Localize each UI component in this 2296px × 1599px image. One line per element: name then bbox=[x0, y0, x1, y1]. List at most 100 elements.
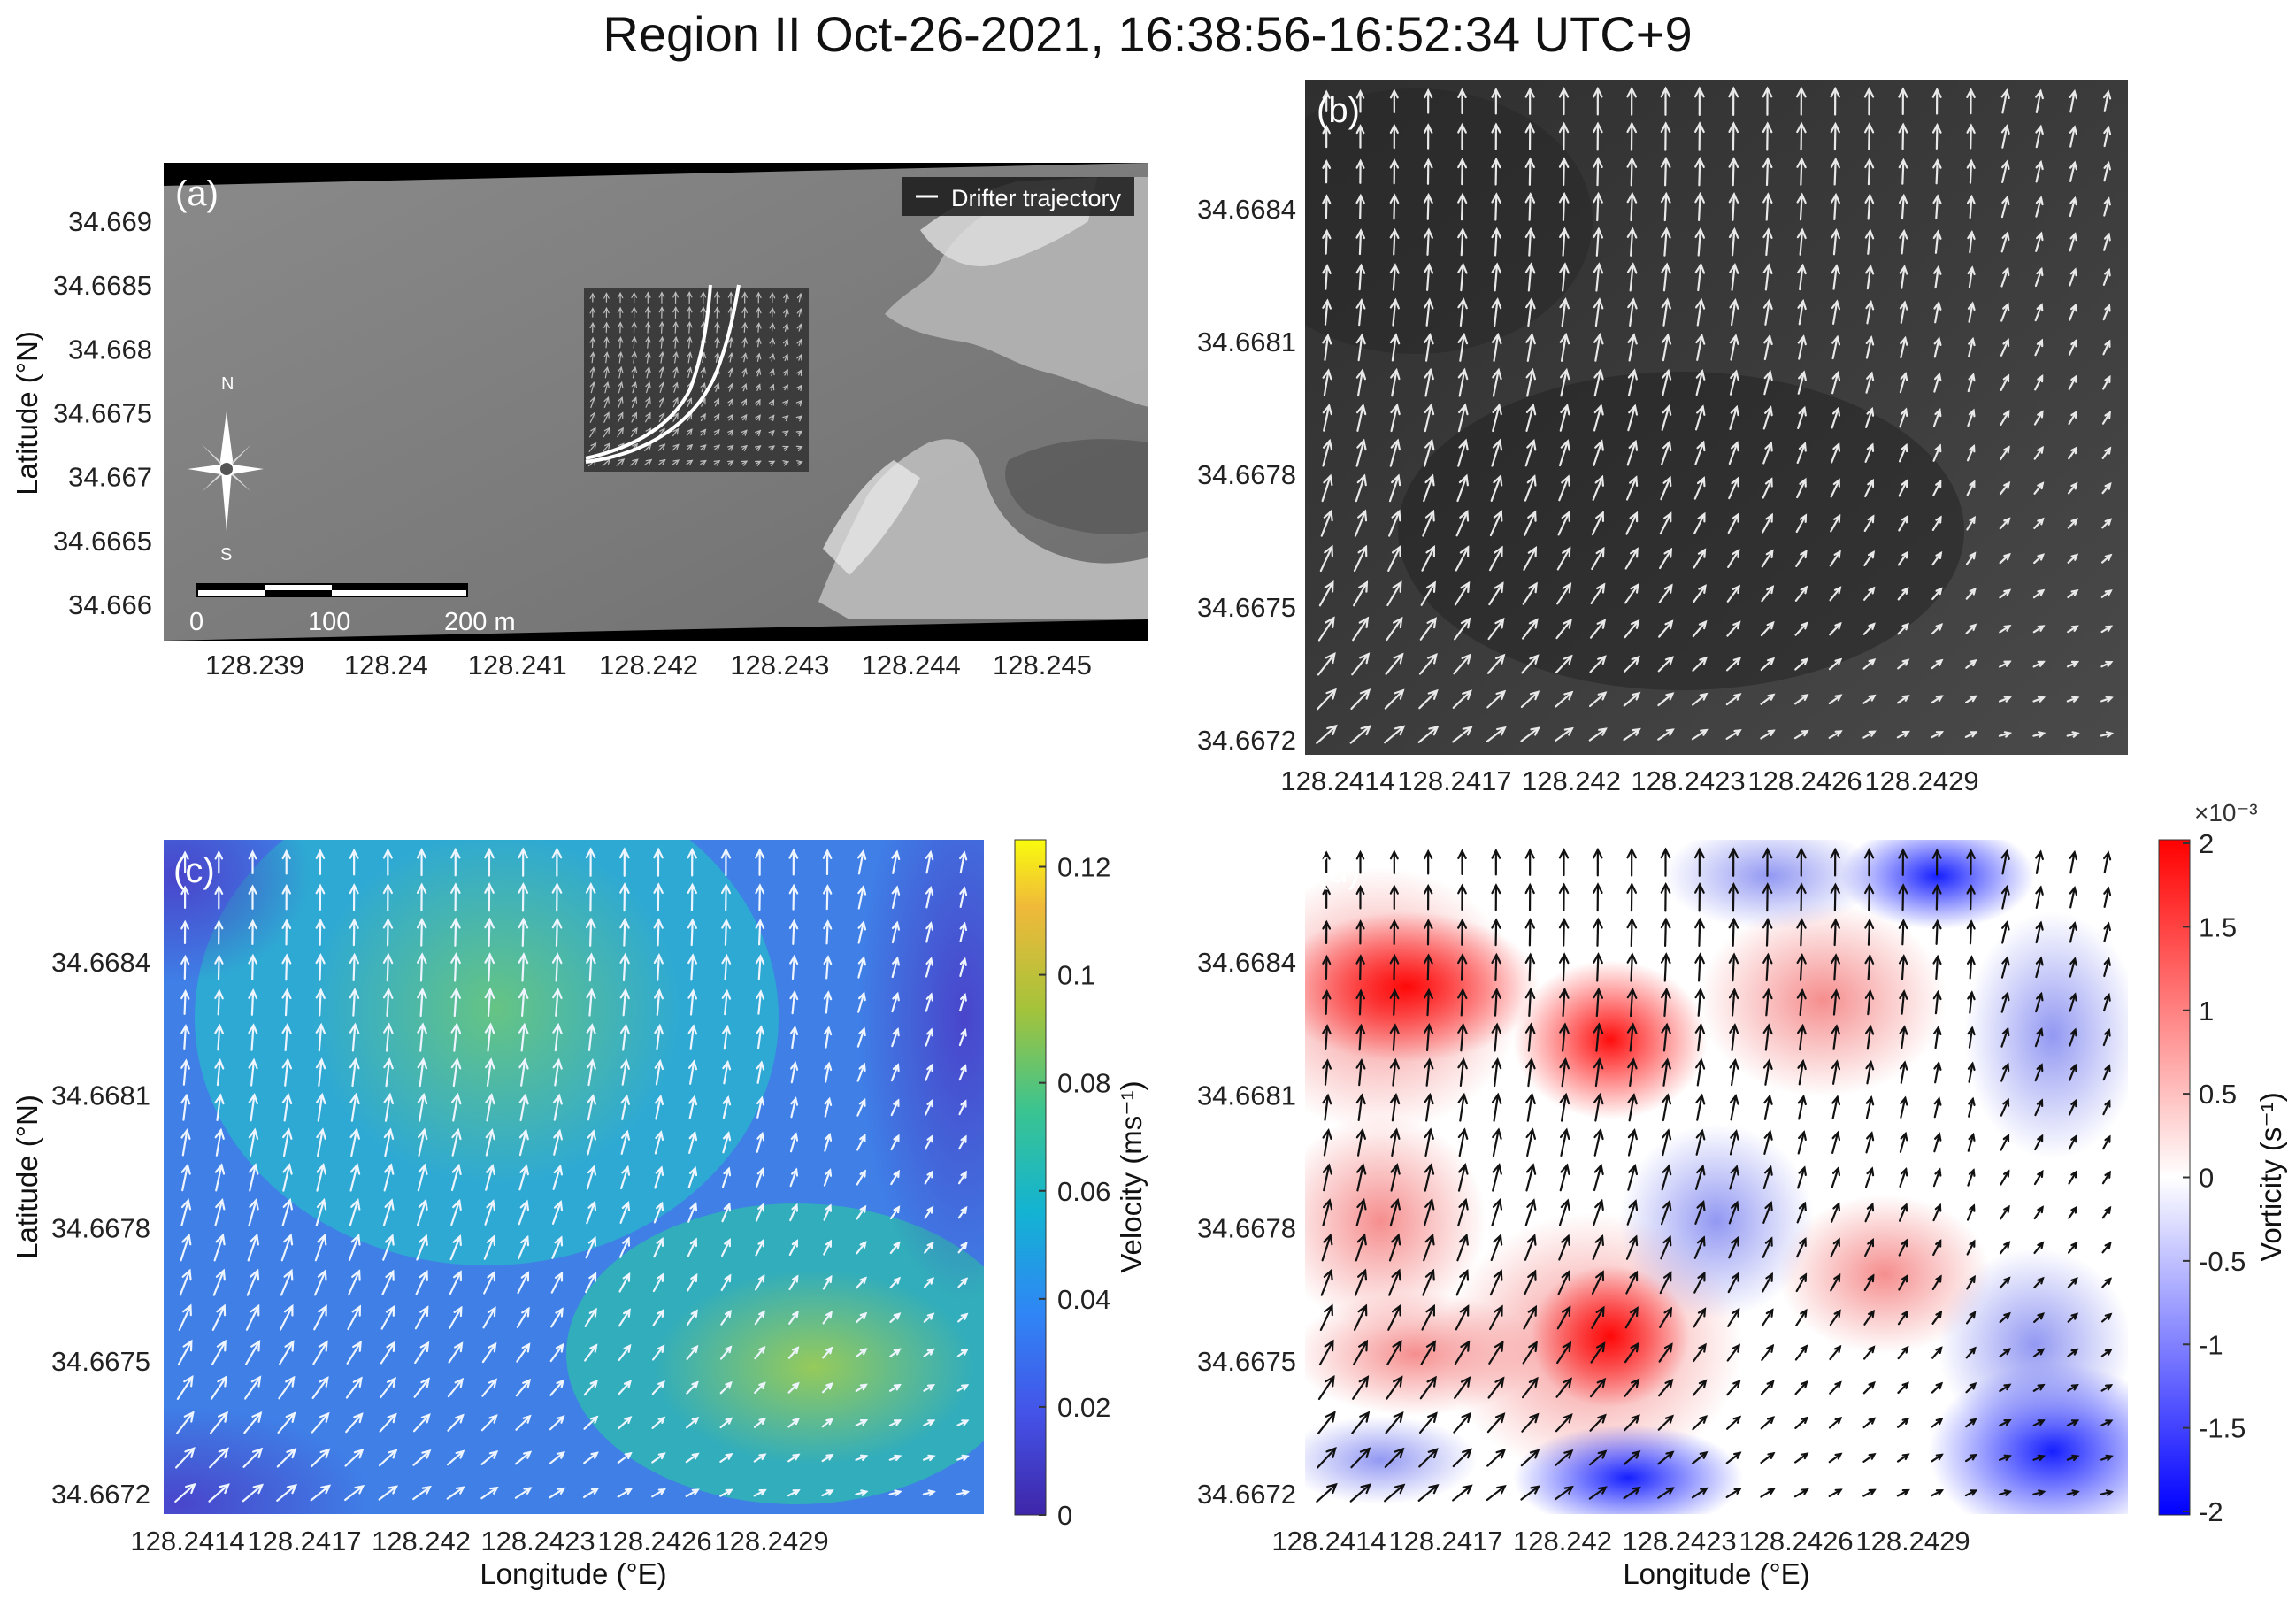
quiver-arrow bbox=[349, 1198, 361, 1226]
quiver-arrow bbox=[888, 1419, 902, 1426]
quiver-arrow bbox=[1486, 689, 1507, 709]
quiver-arrow bbox=[1491, 227, 1501, 257]
quiver-arrow bbox=[2068, 374, 2077, 391]
quiver-arrow bbox=[1899, 372, 1908, 394]
quiver-arrow bbox=[248, 953, 257, 980]
quiver-arrow bbox=[1998, 1454, 2012, 1462]
quiver-arrow bbox=[1524, 192, 1536, 221]
colorbar-tick-label: -1 bbox=[2199, 1329, 2223, 1360]
quiver-arrow bbox=[631, 321, 638, 334]
quiver-arrow bbox=[1626, 1022, 1638, 1052]
quiver-arrow bbox=[618, 1380, 632, 1395]
quiver-arrow bbox=[1932, 229, 1942, 254]
quiver-arrow bbox=[787, 1453, 801, 1463]
quiver-arrow bbox=[787, 1418, 801, 1428]
quiver-arrow bbox=[1322, 1024, 1332, 1050]
y-tick-label: 34.6672 bbox=[1197, 725, 1296, 756]
quiver-arrow bbox=[214, 1093, 225, 1122]
quiver-arrow bbox=[700, 444, 707, 451]
quiver-arrow bbox=[789, 1132, 799, 1153]
quiver-arrow bbox=[795, 430, 803, 437]
quiver-arrow bbox=[1593, 952, 1603, 982]
quiver-arrow bbox=[1694, 121, 1705, 151]
drifter-trajectory-2 bbox=[585, 284, 741, 464]
quiver-arrow bbox=[2069, 196, 2077, 218]
x-tick-label: 128.2429 bbox=[714, 1526, 828, 1557]
quiver-arrow bbox=[2034, 1026, 2044, 1048]
quiver-arrow bbox=[1725, 1451, 1742, 1464]
quiver-arrow bbox=[1762, 512, 1773, 534]
quiver-arrow bbox=[1593, 1022, 1604, 1052]
quiver-arrow bbox=[1660, 881, 1671, 912]
quiver-arrow bbox=[1865, 1131, 1875, 1154]
quiver-arrow bbox=[1626, 882, 1638, 912]
colorbar-tick-label: 0 bbox=[1057, 1500, 1072, 1531]
quiver-arrow bbox=[1423, 1233, 1435, 1262]
quiver-arrow bbox=[1626, 439, 1639, 466]
quiver-arrow bbox=[727, 413, 733, 421]
quiver-arrow bbox=[795, 399, 802, 407]
quiver-arrow bbox=[2068, 410, 2077, 426]
quiver-arrow bbox=[687, 1202, 698, 1223]
quiver-arrow bbox=[2100, 1384, 2114, 1392]
quiver-arrow bbox=[2103, 89, 2112, 112]
quiver-arrow bbox=[1932, 989, 1942, 1015]
quiver-arrow bbox=[2000, 266, 2010, 288]
quiver-arrow bbox=[1423, 953, 1433, 981]
quiver-arrow bbox=[2034, 1134, 2044, 1151]
quiver-arrow bbox=[1457, 1127, 1469, 1157]
quiver-arrow bbox=[2101, 1312, 2113, 1323]
quiver-arrow bbox=[1830, 1237, 1840, 1257]
quiver-arrow bbox=[2103, 921, 2111, 943]
quiver-arrow bbox=[855, 1348, 868, 1358]
quiver-arrow bbox=[551, 881, 563, 912]
quiver-arrow bbox=[1695, 1057, 1706, 1087]
quiver-arrow bbox=[1830, 1272, 1841, 1292]
quiver-arrow bbox=[741, 429, 748, 436]
quiver-arrow bbox=[450, 987, 461, 1018]
quiver-arrow bbox=[1421, 1303, 1435, 1331]
quiver-arrow bbox=[313, 1268, 327, 1296]
quiver-arrow bbox=[1491, 157, 1501, 186]
quiver-arrow bbox=[1659, 547, 1673, 570]
quiver-arrow bbox=[1556, 546, 1571, 571]
quiver-arrow bbox=[1626, 191, 1638, 222]
quiver-arrow bbox=[277, 1411, 296, 1434]
quiver-arrow bbox=[2000, 1204, 2010, 1220]
panel-b-label: (b) bbox=[1317, 91, 1360, 130]
quiver-arrow bbox=[889, 1276, 901, 1289]
quiver-arrow bbox=[1660, 1199, 1672, 1226]
quiver-arrow bbox=[383, 1163, 395, 1192]
quiver-arrow bbox=[755, 1273, 765, 1291]
quiver-arrow bbox=[1322, 988, 1332, 1015]
quiver-arrow bbox=[1797, 334, 1807, 360]
quiver-arrow bbox=[925, 1027, 933, 1047]
quiver-arrow bbox=[2069, 303, 2077, 321]
quiver-arrow bbox=[381, 1269, 395, 1295]
quiver-arrow bbox=[2101, 1205, 2112, 1219]
quiver-arrow bbox=[1350, 688, 1371, 711]
quiver-arrow bbox=[1316, 724, 1338, 744]
quiver-arrow bbox=[755, 383, 761, 391]
quiver-arrow bbox=[727, 460, 734, 466]
quiver-arrow bbox=[1864, 406, 1875, 428]
quiver-arrow bbox=[416, 882, 427, 911]
quiver-arrow bbox=[890, 1134, 900, 1151]
quiver-arrow bbox=[382, 1234, 395, 1261]
quiver-arrow bbox=[248, 1023, 258, 1051]
quiver-arrow bbox=[1320, 509, 1333, 537]
quiver-arrow bbox=[672, 459, 680, 466]
quiver-arrow bbox=[278, 1375, 296, 1400]
quiver-arrow bbox=[1763, 1129, 1773, 1156]
quiver-arrow bbox=[1897, 587, 1909, 601]
quiver-arrow bbox=[549, 1415, 565, 1431]
quiver-arrow bbox=[2068, 446, 2078, 460]
quiver-arrow bbox=[1524, 510, 1537, 536]
quiver-arrow bbox=[1627, 368, 1638, 396]
quiver-arrow bbox=[631, 306, 638, 319]
quiver-arrow bbox=[1829, 550, 1841, 567]
quiver-arrow bbox=[1455, 509, 1470, 537]
quiver-arrow bbox=[686, 1380, 699, 1395]
quiver-arrow bbox=[552, 1164, 564, 1190]
quiver-arrow bbox=[769, 322, 776, 333]
